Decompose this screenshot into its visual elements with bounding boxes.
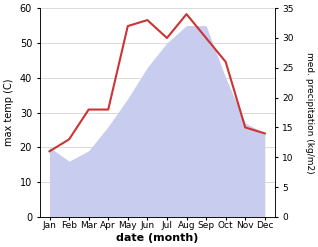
X-axis label: date (month): date (month) — [116, 233, 198, 243]
Y-axis label: max temp (C): max temp (C) — [4, 79, 14, 146]
Y-axis label: med. precipitation (kg/m2): med. precipitation (kg/m2) — [305, 52, 314, 173]
